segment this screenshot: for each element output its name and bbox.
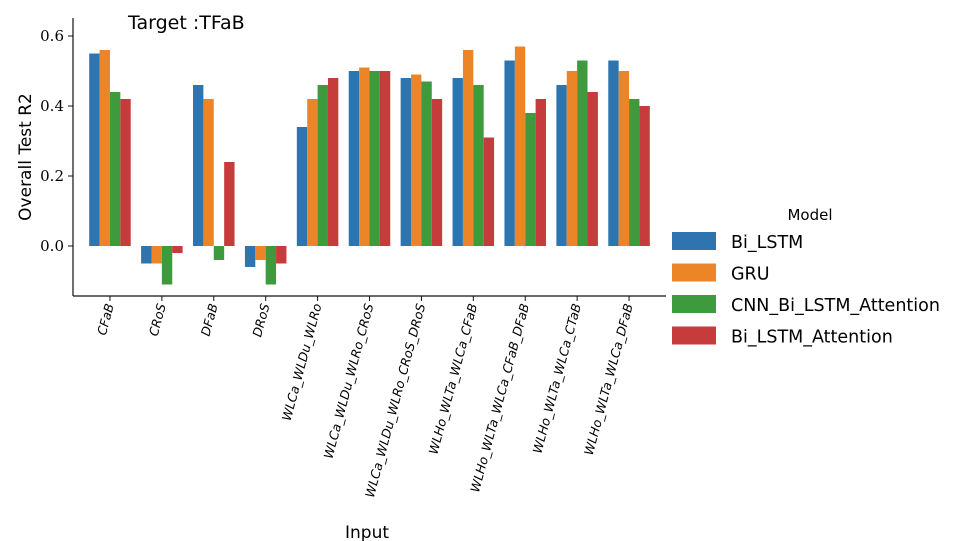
- x-tick-label: WLHo_WLTa_WLCa_CFaB_DFaB: [467, 302, 532, 494]
- bar-gru-2: [203, 99, 214, 246]
- x-axis-label: Input: [345, 523, 389, 541]
- bar-bi-lstm-attention-2: [224, 162, 235, 246]
- x-tick-label: WLCa_WLDu_WLRo_CRoS_DRoS: [362, 302, 428, 499]
- bar-bi-lstm-8: [504, 60, 515, 246]
- y-ticks: 0.0 0.2 0.4 0.6: [40, 27, 73, 255]
- bar-bi-lstm-0: [89, 53, 100, 246]
- bar-cnn-bi-lstm-attention-1: [161, 246, 173, 285]
- legend-label: GRU: [731, 265, 770, 285]
- x-tick-label: WLHo_WLTa_WLCa_CFaB: [425, 302, 480, 456]
- bar-gru-8: [514, 46, 526, 246]
- bar-cnn-bi-lstm-attention-2: [213, 246, 225, 260]
- bar-gru-0: [99, 50, 110, 246]
- bar-cnn-bi-lstm-attention-0: [109, 92, 121, 246]
- chart-title: Target :TFaB: [127, 12, 245, 34]
- y-tick-label: 0.4: [40, 97, 64, 115]
- bar-bi-lstm-attention-7: [483, 137, 495, 246]
- legend-swatch-bi-lstm: [672, 232, 716, 250]
- bar-gru-6: [411, 74, 422, 246]
- x-tick-label: DFaB: [198, 302, 221, 338]
- bar-bi-lstm-attention-6: [431, 99, 443, 246]
- bar-bi-lstm-2: [193, 85, 204, 246]
- x-tick-label: WLHo_WLTa_WLCa_CTaB: [530, 302, 584, 455]
- bar-cnn-bi-lstm-attention-5: [369, 71, 380, 246]
- bar-bi-lstm-attention-5: [379, 71, 391, 246]
- legend-label: CNN_Bi_LSTM_Attention: [731, 296, 940, 316]
- bar-bi-lstm-attention-8: [535, 99, 546, 246]
- plot-area: [89, 46, 650, 285]
- bar-cnn-bi-lstm-attention-10: [629, 99, 640, 246]
- bar-gru-4: [307, 99, 318, 246]
- bar-bi-lstm-10: [608, 60, 619, 246]
- x-tick-label: CRoS: [146, 302, 169, 338]
- bar-bi-lstm-attention-3: [276, 246, 287, 264]
- x-tick-label: WLCa_WLDu_WLRo: [279, 302, 325, 423]
- legend: Model Bi_LSTM GRU CNN_Bi_LSTM_Attention Bi_…: [672, 206, 940, 348]
- bar-gru-1: [151, 246, 162, 264]
- bar-gru-5: [359, 67, 370, 246]
- y-tick-label: 0.2: [40, 167, 64, 185]
- y-tick-label: 0.0: [40, 237, 64, 255]
- bar-bi-lstm-attention-9: [587, 92, 598, 246]
- bar-cnn-bi-lstm-attention-8: [525, 113, 536, 246]
- bar-cnn-bi-lstm-attention-4: [317, 85, 328, 246]
- bar-bi-lstm-4: [296, 127, 308, 246]
- bar-gru-9: [566, 71, 578, 246]
- bar-bi-lstm-3: [244, 246, 256, 267]
- bar-bi-lstm-5: [348, 71, 360, 246]
- bar-bi-lstm-6: [400, 78, 412, 246]
- bar-bi-lstm-9: [556, 85, 567, 246]
- bar-gru-3: [255, 246, 266, 260]
- bar-cnn-bi-lstm-attention-9: [577, 60, 588, 246]
- y-tick-label: 0.6: [40, 27, 64, 45]
- bar-gru-7: [462, 50, 474, 246]
- legend-swatch-bi-lstm-attention: [672, 326, 716, 345]
- legend-swatch-gru: [672, 263, 716, 282]
- bar-cnn-bi-lstm-attention-7: [473, 85, 484, 246]
- y-axis-label: Overall Test R2: [16, 93, 36, 221]
- bar-bi-lstm-attention-0: [120, 99, 131, 246]
- legend-swatch-cnn-bi-lstm-attention: [672, 295, 716, 313]
- legend-label: Bi_LSTM: [731, 233, 803, 253]
- x-tick-label: WLHo_WLTa_WLCa_DFaB: [581, 302, 636, 457]
- x-tick-label: CFaB: [94, 302, 117, 337]
- x-tick-label: DRoS: [249, 302, 272, 339]
- bar-bi-lstm-attention-1: [172, 246, 183, 253]
- bar-cnn-bi-lstm-attention-6: [421, 81, 432, 246]
- legend-label: Bi_LSTM_Attention: [731, 328, 893, 348]
- x-tick-label: WLCa_WLDu_WLRo_CRoS: [320, 302, 376, 460]
- bar-cnn-bi-lstm-attention-3: [265, 246, 277, 285]
- x-ticks: CFaB CRoS DFaB DRoS WLCa_WLDu_WLRoWLCa_WLDu_…: [94, 296, 636, 499]
- bar-bi-lstm-1: [141, 246, 152, 264]
- bar-gru-10: [618, 71, 630, 246]
- bar-bi-lstm-7: [452, 78, 463, 246]
- legend-title: Model: [787, 206, 832, 224]
- bar-bi-lstm-attention-4: [327, 78, 339, 246]
- bar-bi-lstm-attention-10: [639, 106, 650, 246]
